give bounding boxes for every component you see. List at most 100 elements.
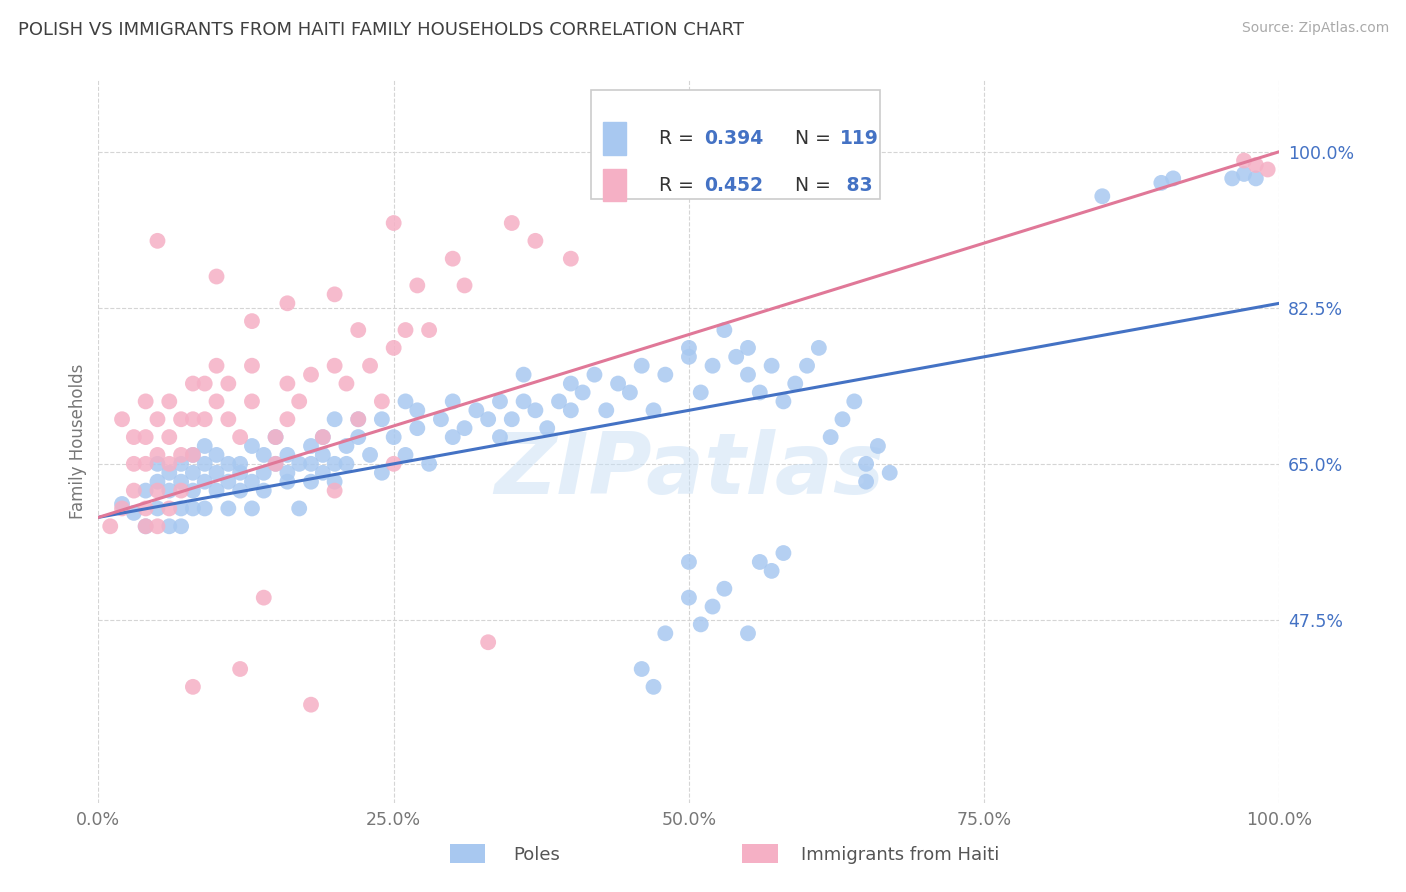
Point: [607, 376, 630, 391]
Point: [323, 412, 346, 426]
Point: [229, 483, 252, 498]
Point: [146, 475, 169, 489]
Point: [1244, 158, 1267, 172]
Point: [831, 412, 853, 426]
Point: [1233, 167, 1256, 181]
Point: [229, 457, 252, 471]
Point: [276, 376, 298, 391]
Point: [702, 359, 724, 373]
Bar: [603, 169, 626, 202]
Point: [146, 412, 169, 426]
Point: [122, 457, 145, 471]
Point: [418, 457, 440, 471]
Point: [772, 394, 794, 409]
Point: [643, 403, 665, 417]
Point: [253, 483, 276, 498]
Point: [441, 394, 464, 409]
Text: Source: ZipAtlas.com: Source: ZipAtlas.com: [1241, 21, 1389, 36]
Point: [253, 591, 276, 605]
Point: [382, 216, 405, 230]
Point: [170, 501, 193, 516]
Point: [335, 439, 357, 453]
Text: 0.394: 0.394: [704, 128, 763, 148]
Point: [441, 252, 464, 266]
Point: [288, 394, 311, 409]
Point: [654, 368, 676, 382]
Point: [146, 483, 169, 498]
Point: [111, 497, 134, 511]
Point: [761, 564, 783, 578]
Point: [748, 385, 770, 400]
Point: [772, 546, 794, 560]
Point: [477, 412, 499, 426]
Point: [194, 457, 217, 471]
Point: [276, 448, 298, 462]
Point: [122, 506, 145, 520]
Point: [135, 483, 157, 498]
Text: N =: N =: [796, 128, 837, 148]
Point: [335, 376, 357, 391]
Point: [312, 448, 335, 462]
Point: [276, 412, 298, 426]
Point: [689, 617, 711, 632]
Point: [524, 403, 547, 417]
Point: [524, 234, 547, 248]
Point: [229, 430, 252, 444]
Point: [264, 457, 287, 471]
Point: [288, 501, 311, 516]
Point: [335, 457, 357, 471]
Point: [122, 430, 145, 444]
Text: Poles: Poles: [513, 846, 560, 863]
Point: [489, 430, 512, 444]
Point: [157, 501, 180, 516]
Point: [146, 519, 169, 533]
Point: [501, 216, 523, 230]
Point: [217, 412, 239, 426]
Y-axis label: Family Households: Family Households: [69, 364, 87, 519]
Point: [1161, 171, 1184, 186]
Point: [382, 430, 405, 444]
Point: [98, 519, 121, 533]
Text: POLISH VS IMMIGRANTS FROM HAITI FAMILY HOUSEHOLDS CORRELATION CHART: POLISH VS IMMIGRANTS FROM HAITI FAMILY H…: [18, 21, 744, 39]
Point: [737, 341, 759, 355]
Point: [323, 483, 346, 498]
Point: [135, 430, 157, 444]
Point: [323, 457, 346, 471]
Point: [181, 680, 204, 694]
Point: [135, 501, 157, 516]
Point: [276, 475, 298, 489]
Point: [560, 376, 582, 391]
Point: [382, 341, 405, 355]
Point: [725, 350, 748, 364]
Point: [181, 483, 204, 498]
Point: [441, 430, 464, 444]
Point: [135, 394, 157, 409]
Point: [571, 385, 593, 400]
Point: [548, 394, 571, 409]
Point: [359, 359, 381, 373]
Text: N =: N =: [796, 176, 837, 194]
Point: [312, 466, 335, 480]
Point: [240, 314, 263, 328]
Point: [240, 439, 263, 453]
Point: [879, 466, 901, 480]
Point: [205, 448, 228, 462]
Point: [299, 475, 322, 489]
Point: [205, 466, 228, 480]
Point: [181, 501, 204, 516]
Point: [394, 448, 416, 462]
Text: ZIPatlas: ZIPatlas: [494, 429, 884, 512]
Point: [170, 457, 193, 471]
Point: [170, 483, 193, 498]
Point: [135, 519, 157, 533]
Point: [135, 457, 157, 471]
Point: [181, 448, 204, 462]
Point: [678, 350, 700, 364]
Text: 0.452: 0.452: [704, 176, 763, 194]
Point: [347, 430, 370, 444]
Point: [713, 582, 735, 596]
Point: [157, 430, 180, 444]
Point: [678, 555, 700, 569]
Point: [678, 591, 700, 605]
Point: [678, 341, 700, 355]
